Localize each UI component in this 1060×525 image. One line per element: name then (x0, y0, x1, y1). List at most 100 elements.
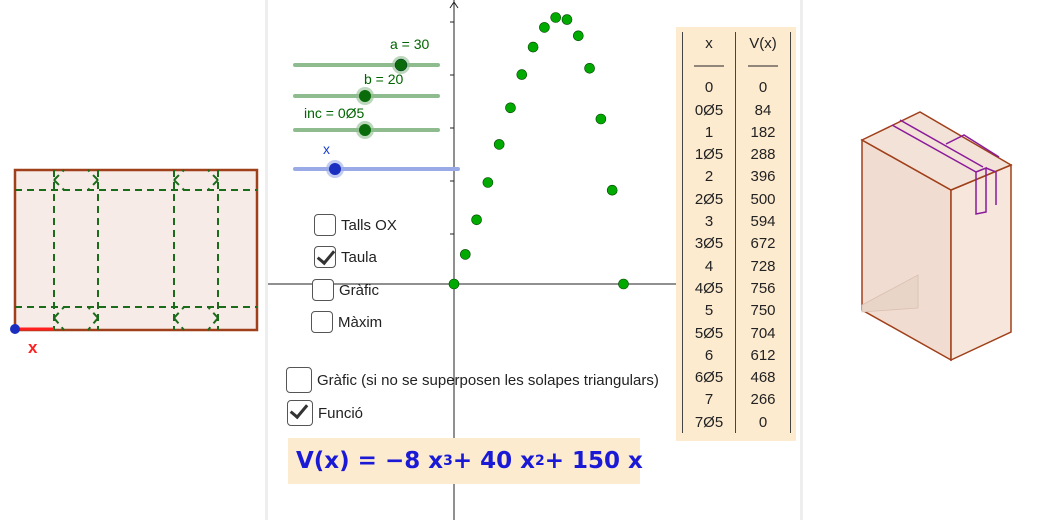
table-cell-x: 3 (682, 210, 736, 233)
table-cell-x: 6 (682, 344, 736, 367)
data-point (505, 102, 516, 114)
table-cell-v: V(x) (735, 32, 791, 55)
table-cell-x: 2 (682, 165, 736, 189)
x-origin-point[interactable] (10, 324, 20, 334)
checkbox-box[interactable] (287, 400, 313, 426)
data-point (539, 22, 550, 33)
table-row: 3Ø5 672 (682, 232, 791, 255)
checkbox-box[interactable] (314, 214, 336, 236)
table-row: 7Ø5 0 (682, 411, 791, 434)
table-cell-x: 4Ø5 (682, 277, 736, 300)
checkbox-grafic[interactable]: Gràfic (312, 279, 379, 301)
net-panel: x (0, 0, 265, 520)
slider-a-handle[interactable] (394, 58, 408, 72)
table-cell-v: 594 (735, 210, 791, 233)
slider-x-handle[interactable] (329, 163, 341, 175)
checkbox-grafic-solapes[interactable]: Gràfic (si no se superposen les solapes … (286, 367, 659, 393)
data-point (572, 30, 584, 42)
checkbox-talls-ox[interactable]: Talls OX (314, 214, 397, 236)
checkbox-box[interactable] (312, 279, 334, 301)
table-cell-v: 0 (735, 76, 791, 99)
table-cell-v: 672 (735, 232, 791, 255)
table-header-row: x V(x) (682, 32, 791, 55)
values-table-grid: x V(x) —— —— 0 0 0Ø5 84 1 182 1Ø5 288 2 396 2Ø5 500 3 594… (682, 32, 791, 434)
table-cell-v: 704 (735, 321, 791, 345)
table-cell-v: —— (735, 54, 791, 77)
box-side-face (950, 163, 1012, 362)
table-row: 6Ø5 468 (682, 366, 791, 389)
table-cell-v: 396 (735, 165, 791, 189)
data-point (493, 139, 505, 150)
table-cell-x: 6Ø5 (682, 366, 736, 389)
table-cell-v: 182 (735, 121, 791, 144)
checkbox-box[interactable] (286, 367, 312, 393)
table-separator-row: —— —— (682, 54, 791, 77)
checkbox-taula[interactable]: Taula (314, 246, 377, 268)
data-point (482, 177, 494, 188)
box-net-drawing: x (10, 168, 259, 357)
table-cell-v: 750 (735, 299, 791, 322)
data-point (550, 12, 562, 23)
slider-b-label: b = 20 (364, 71, 404, 87)
slider-a-label: a = 30 (390, 36, 430, 52)
data-point (527, 41, 539, 53)
table-cell-v: 728 (735, 254, 791, 278)
table-cell-x: 1 (682, 121, 736, 144)
data-point (561, 14, 573, 25)
fold-lines (15, 169, 257, 331)
checkbox-box[interactable] (314, 246, 336, 268)
table-row: 2Ø5 500 (682, 188, 791, 211)
x-label: x (28, 338, 38, 357)
table-row: 5Ø5 704 (682, 321, 791, 345)
table-cell-x: 2Ø5 (682, 188, 736, 211)
table-cell-x: 4 (682, 254, 736, 278)
checkbox-label: Talls OX (341, 216, 397, 234)
box-3d-panel (806, 0, 1060, 520)
y-axis-arrow (449, 1, 459, 9)
y-ticks (450, 21, 454, 235)
table-row: 4 728 (682, 254, 791, 278)
data-point (448, 278, 460, 290)
box-3d-drawing (860, 111, 1013, 362)
table-cell-v: 266 (735, 388, 791, 412)
formula-part: V(x) = −8 x (296, 448, 444, 474)
table-cell-v: 756 (735, 277, 791, 300)
table-cell-x: 0Ø5 (682, 98, 736, 122)
data-point (516, 69, 528, 80)
table-cell-x: 1Ø5 (682, 143, 736, 166)
slider-inc-label: inc = 0Ø5 (304, 105, 365, 121)
table-row: 1 182 (682, 121, 791, 144)
box-top-flaps (891, 119, 1000, 215)
data-point (606, 184, 618, 196)
table-cell-v: 288 (735, 143, 791, 166)
slider-b-handle[interactable] (359, 90, 371, 102)
table-cell-v: 468 (735, 366, 791, 389)
table-cell-x: 7Ø5 (682, 411, 736, 434)
checkbox-funcio[interactable]: Funció (287, 400, 363, 426)
checkbox-label: Funció (318, 404, 364, 422)
checkbox-box[interactable] (311, 311, 333, 333)
net-outline (13, 168, 259, 332)
table-row: 2 396 (682, 165, 791, 189)
slider-x-label: x (323, 141, 330, 157)
data-point (595, 113, 607, 125)
table-cell-v: 0 (735, 411, 791, 434)
formula-part: + 150 x (544, 448, 643, 474)
data-point (460, 249, 471, 260)
divider-left (265, 0, 268, 520)
slider-inc-handle[interactable] (359, 124, 371, 136)
table-cell-x: 7 (682, 388, 736, 412)
table-cell-x: 3Ø5 (682, 232, 736, 255)
checkbox-label: Gràfic (339, 281, 380, 299)
table-row: 4Ø5 756 (682, 277, 791, 300)
checkbox-label: Màxim (338, 313, 383, 331)
table-cell-x: x (682, 32, 736, 55)
checkbox-maxim[interactable]: Màxim (311, 311, 382, 333)
table-cell-x: —— (682, 54, 736, 77)
data-point (584, 63, 595, 74)
table-cell-x: 5 (682, 299, 736, 322)
checkbox-label: Taula (341, 248, 377, 266)
table-row: 3 594 (682, 210, 791, 233)
formula-exponent: 3 (443, 453, 453, 469)
table-cell-x: 0 (682, 76, 736, 99)
